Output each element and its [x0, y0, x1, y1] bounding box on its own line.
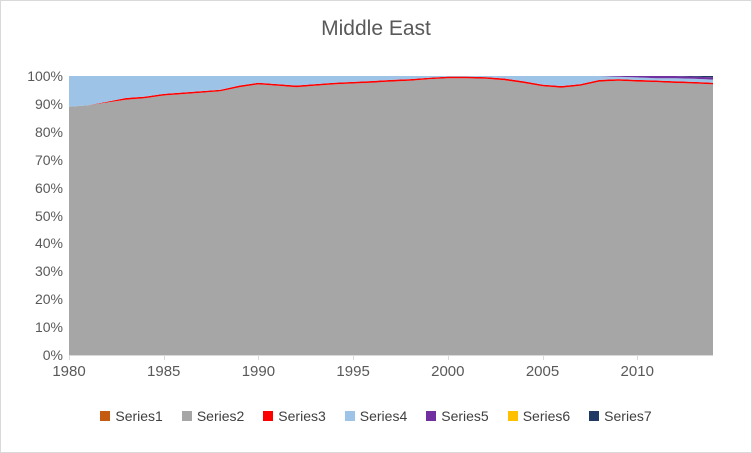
plot-area	[69, 76, 713, 355]
legend-label: Series7	[604, 408, 652, 424]
x-axis-tick	[258, 355, 260, 360]
legend-swatch-icon	[589, 411, 600, 421]
x-axis-label: 1990	[241, 363, 276, 380]
y-axis-label: 10%	[34, 319, 63, 336]
chart-title: Middle East	[321, 17, 431, 40]
legend-swatch-icon	[507, 411, 518, 421]
x-axis-tick	[447, 355, 449, 360]
x-axis-label: 1980	[52, 363, 86, 380]
legend-swatch-icon	[344, 411, 355, 421]
legend-swatch-icon	[263, 411, 274, 421]
legend-swatch-icon	[100, 411, 111, 421]
legend-item-series7: Series7	[589, 408, 652, 424]
y-axis-label: 70%	[34, 151, 63, 168]
x-axis-line	[69, 355, 713, 356]
y-axis-label: 30%	[34, 263, 63, 280]
x-axis-label: 1995	[336, 363, 370, 380]
x-axis-label: 2005	[525, 363, 560, 380]
legend-item-series1: Series1	[100, 408, 163, 424]
y-axis-label: 80%	[34, 123, 63, 140]
x-axis-label: 1985	[147, 363, 181, 380]
y-axis-label: 50%	[34, 207, 63, 224]
x-axis-label: 2000	[431, 363, 465, 380]
x-axis-tick	[542, 355, 544, 360]
x-axis-tick	[163, 355, 165, 360]
area-series-series2	[69, 78, 713, 355]
x-axis-label: 2010	[620, 363, 654, 380]
legend-label: Series1	[115, 408, 163, 424]
legend-item-series2: Series2	[181, 408, 245, 424]
y-axis-label: 40%	[34, 235, 63, 252]
legend-item-series5: Series5	[426, 408, 489, 424]
legend-label: Series6	[522, 408, 571, 424]
legend: Series1 Series2 Series3 Series4 Series5 Serie…	[1, 409, 751, 423]
legend-swatch-icon	[181, 411, 192, 421]
legend-item-series6: Series6	[507, 408, 571, 424]
legend-label: Series4	[359, 408, 408, 424]
x-axis-tick	[69, 355, 70, 360]
y-axis-label: 90%	[34, 95, 63, 112]
legend-label: Series5	[441, 408, 489, 424]
legend-item-series4: Series4	[344, 408, 408, 424]
area-series-series3	[69, 76, 713, 107]
area-series-series5	[69, 76, 713, 80]
legend-label: Series3	[278, 408, 326, 424]
y-axis-label: 20%	[34, 291, 63, 308]
stacked-area-svg	[69, 76, 713, 355]
x-axis-tick	[637, 355, 639, 360]
x-axis-tick	[353, 355, 355, 360]
legend-item-series3: Series3	[263, 408, 326, 424]
y-axis-label: 100%	[27, 68, 63, 84]
y-axis-label: 60%	[34, 179, 63, 196]
legend-label: Series2	[196, 408, 245, 424]
y-axis-label: 0%	[42, 347, 63, 363]
legend-swatch-icon	[426, 411, 437, 421]
area-series-series4	[69, 76, 713, 107]
